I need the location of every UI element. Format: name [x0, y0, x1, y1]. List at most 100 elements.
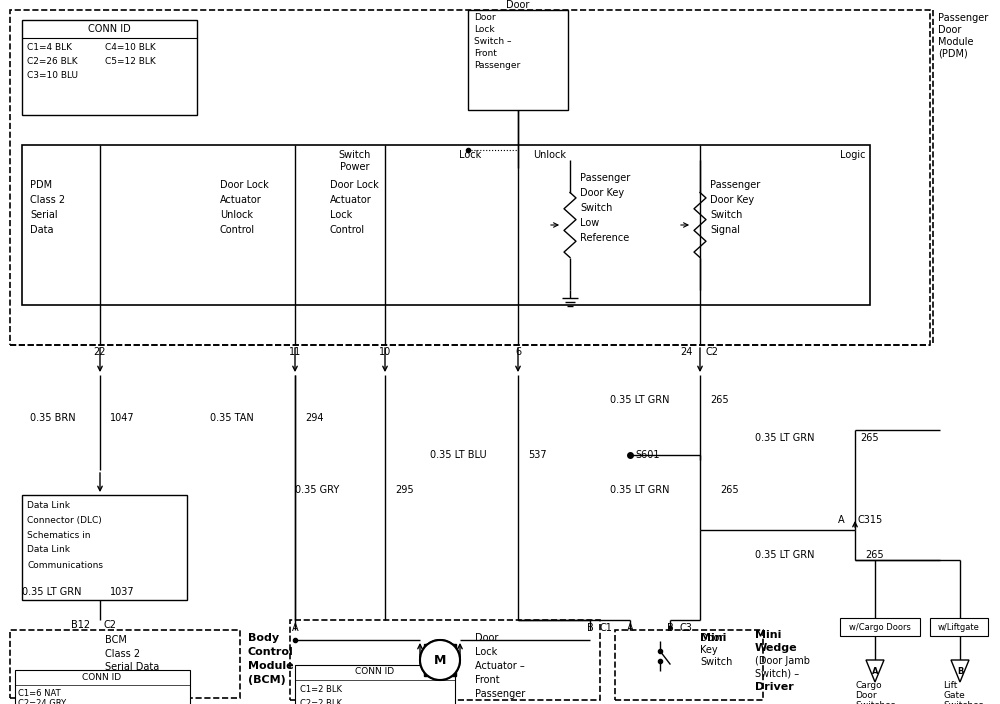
Text: 295: 295 [395, 485, 414, 495]
Text: Switch: Switch [710, 210, 742, 220]
Text: Switches: Switches [943, 700, 983, 704]
Text: 0.35 LT GRN: 0.35 LT GRN [610, 395, 670, 405]
Text: w/Liftgate: w/Liftgate [938, 622, 980, 631]
Bar [22, 145, 870, 305]
Text: Control: Control [220, 225, 255, 235]
Text: 1037: 1037 [110, 587, 135, 597]
Text: 537: 537 [528, 450, 547, 460]
Text: 0.35 LT GRN: 0.35 LT GRN [755, 550, 814, 560]
Text: Lift: Lift [943, 681, 957, 689]
Text: 0.35 TAN: 0.35 TAN [210, 413, 254, 423]
Text: Front: Front [475, 675, 500, 685]
Text: Logic: Logic [840, 150, 866, 160]
Text: C2: C2 [705, 347, 718, 357]
Text: Connector (DLC): Connector (DLC) [27, 515, 102, 524]
Bar [10, 630, 240, 698]
Text: C2=2 BLK: C2=2 BLK [300, 698, 342, 704]
Text: w/Cargo Doors: w/Cargo Doors [849, 622, 911, 631]
Text: Lock: Lock [459, 150, 481, 160]
Text: A: A [627, 623, 633, 633]
Circle shape [420, 640, 460, 680]
Text: A: A [292, 623, 298, 633]
Text: Lock: Lock [475, 647, 497, 657]
Text: Door Lock: Door Lock [330, 180, 379, 190]
Text: Driver: Driver [755, 682, 794, 692]
Bar [22, 20, 197, 115]
Bar [930, 618, 988, 636]
Text: Switch –: Switch – [474, 37, 512, 46]
Text: M: M [434, 653, 446, 667]
Text: 294: 294 [305, 413, 324, 423]
Text: Switches: Switches [855, 700, 895, 704]
Text: Unlock: Unlock [220, 210, 253, 220]
Text: 0.35 LT GRN: 0.35 LT GRN [22, 587, 82, 597]
Text: C3: C3 [680, 623, 693, 633]
Text: 22: 22 [94, 347, 106, 357]
Text: (Door Jamb: (Door Jamb [755, 656, 810, 666]
Text: Gate: Gate [943, 691, 965, 700]
Text: Mini: Mini [755, 630, 781, 640]
Text: Door: Door [855, 691, 877, 700]
Text: Data: Data [30, 225, 54, 235]
Text: Communications: Communications [27, 560, 103, 570]
Text: CONN ID: CONN ID [88, 24, 130, 34]
Text: Serial: Serial [30, 210, 58, 220]
Text: C315: C315 [858, 515, 883, 525]
Text: 0.35 LT BLU: 0.35 LT BLU [430, 450, 487, 460]
Text: Control: Control [330, 225, 365, 235]
Text: C2=26 BLK: C2=26 BLK [27, 58, 78, 66]
Text: PDM: PDM [30, 180, 52, 190]
Text: Control: Control [248, 647, 294, 657]
Text: Passenger: Passenger [580, 173, 630, 183]
Text: Actuator: Actuator [220, 195, 262, 205]
Text: Door: Door [474, 13, 496, 23]
Text: Lock: Lock [474, 25, 495, 34]
Text: C1=6 NAT: C1=6 NAT [18, 689, 61, 698]
Text: CONN ID: CONN ID [82, 672, 122, 681]
Text: Mini: Mini [700, 633, 726, 643]
Bar [840, 618, 920, 636]
Bar [290, 620, 600, 700]
Bar [615, 630, 763, 700]
Text: Wedge: Wedge [755, 643, 798, 653]
Text: 10: 10 [379, 347, 391, 357]
Text: Door Key: Door Key [710, 195, 754, 205]
Polygon shape [866, 660, 884, 682]
Text: Body: Body [248, 633, 279, 643]
Text: C3=10 BLU: C3=10 BLU [27, 72, 78, 80]
Text: Actuator: Actuator [330, 195, 372, 205]
Text: A: A [872, 667, 878, 676]
Text: Schematics in: Schematics in [27, 531, 90, 539]
Text: C4=10 BLK: C4=10 BLK [105, 44, 156, 53]
Text: 0.35 LT GRN: 0.35 LT GRN [610, 485, 670, 495]
Text: Passenger: Passenger [938, 13, 988, 23]
Text: Unlock: Unlock [534, 150, 566, 160]
Bar [22, 495, 187, 600]
Text: C5=12 BLK: C5=12 BLK [105, 58, 156, 66]
Text: C1=4 BLK: C1=4 BLK [27, 44, 72, 53]
Text: Data Link: Data Link [27, 501, 70, 510]
Text: BCM: BCM [105, 635, 127, 645]
Text: 1047: 1047 [110, 413, 135, 423]
Text: CONN ID: CONN ID [355, 667, 395, 677]
Text: Module: Module [248, 661, 294, 671]
Text: 265: 265 [865, 550, 884, 560]
Text: Class 2: Class 2 [105, 649, 140, 659]
Circle shape [420, 640, 460, 680]
Text: Switch: Switch [580, 203, 612, 213]
Text: Power: Power [340, 162, 370, 172]
Text: B: B [587, 623, 593, 633]
Text: B: B [957, 667, 963, 676]
Text: 265: 265 [860, 433, 879, 443]
Text: C1: C1 [600, 623, 613, 633]
Text: A: A [838, 515, 845, 525]
Text: 6: 6 [515, 347, 521, 357]
Text: 0.35 GRY: 0.35 GRY [295, 485, 339, 495]
Bar [15, 670, 190, 704]
Text: 11: 11 [289, 347, 301, 357]
Text: 265: 265 [720, 485, 739, 495]
Text: Front: Front [474, 49, 497, 58]
Text: (BCM): (BCM) [248, 675, 286, 685]
Text: C2=24 GRY: C2=24 GRY [18, 700, 66, 704]
Bar [10, 10, 930, 345]
